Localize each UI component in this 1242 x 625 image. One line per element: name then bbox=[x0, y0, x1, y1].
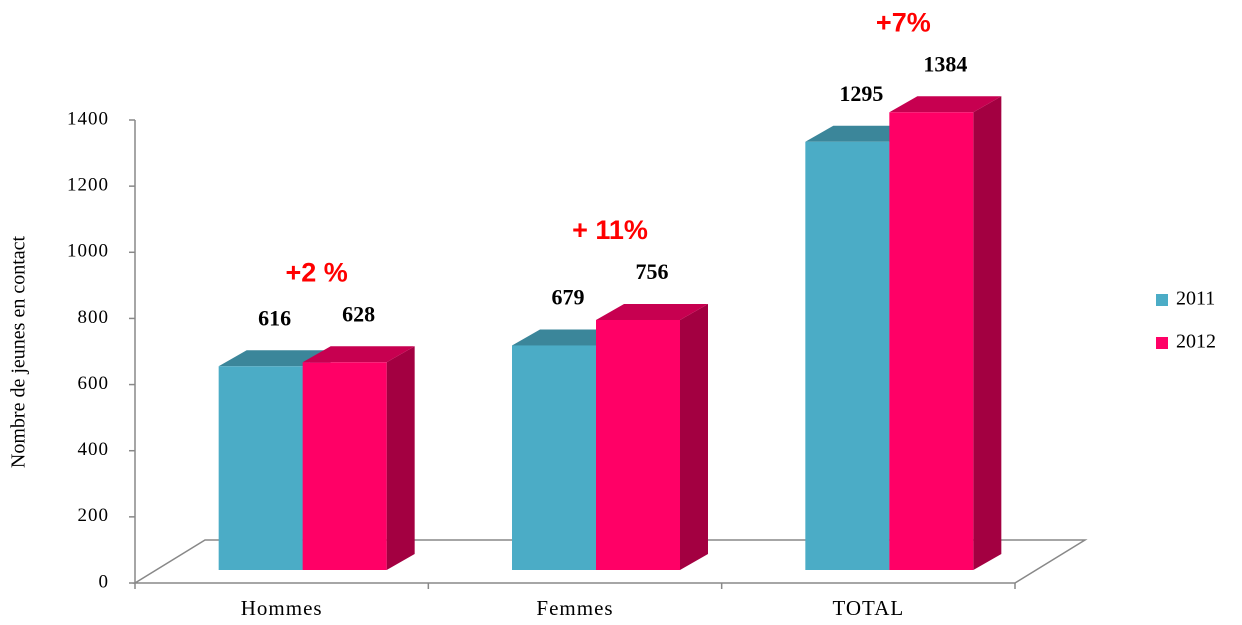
legend-swatch bbox=[1156, 294, 1168, 306]
x-tick-label: Hommes bbox=[241, 596, 323, 620]
data-label: 628 bbox=[342, 301, 375, 326]
bar-top bbox=[889, 96, 1002, 113]
bar-side bbox=[973, 96, 1002, 570]
bar-side bbox=[386, 346, 415, 570]
y-tick-label: 1400 bbox=[67, 108, 109, 129]
annotation: +7% bbox=[876, 7, 931, 37]
bar-top bbox=[596, 303, 708, 320]
legend-label: 2011 bbox=[1176, 288, 1215, 310]
y-tick-label: 600 bbox=[78, 373, 110, 394]
bar bbox=[302, 362, 387, 570]
data-label: 1384 bbox=[923, 51, 967, 76]
data-label: 1295 bbox=[839, 81, 883, 106]
y-tick-label: 1000 bbox=[67, 241, 109, 262]
bar bbox=[596, 319, 680, 570]
y-axis-label: Nombre de jeunes en contact bbox=[8, 235, 30, 468]
y-tick-label: 400 bbox=[78, 439, 110, 460]
bar bbox=[889, 112, 974, 570]
bar bbox=[512, 345, 596, 570]
data-label: 679 bbox=[552, 284, 585, 309]
legend-swatch bbox=[1156, 337, 1168, 349]
legend-label: 2012 bbox=[1176, 331, 1216, 353]
annotation: + 11% bbox=[572, 215, 648, 245]
data-label: 756 bbox=[636, 259, 669, 284]
data-label: 616 bbox=[258, 305, 291, 330]
bar-top bbox=[218, 350, 331, 367]
y-tick-label: 800 bbox=[78, 307, 110, 328]
y-tick-label: 0 bbox=[99, 571, 110, 592]
bar bbox=[805, 141, 890, 570]
bar bbox=[218, 366, 303, 570]
x-tick-label: Femmes bbox=[536, 596, 613, 620]
y-tick-label: 200 bbox=[78, 505, 110, 526]
bar-side bbox=[680, 303, 708, 570]
y-tick-label: 1200 bbox=[67, 175, 109, 196]
x-tick-label: TOTAL bbox=[832, 596, 904, 620]
annotation: +2 % bbox=[286, 257, 348, 287]
bar-top bbox=[302, 346, 415, 363]
